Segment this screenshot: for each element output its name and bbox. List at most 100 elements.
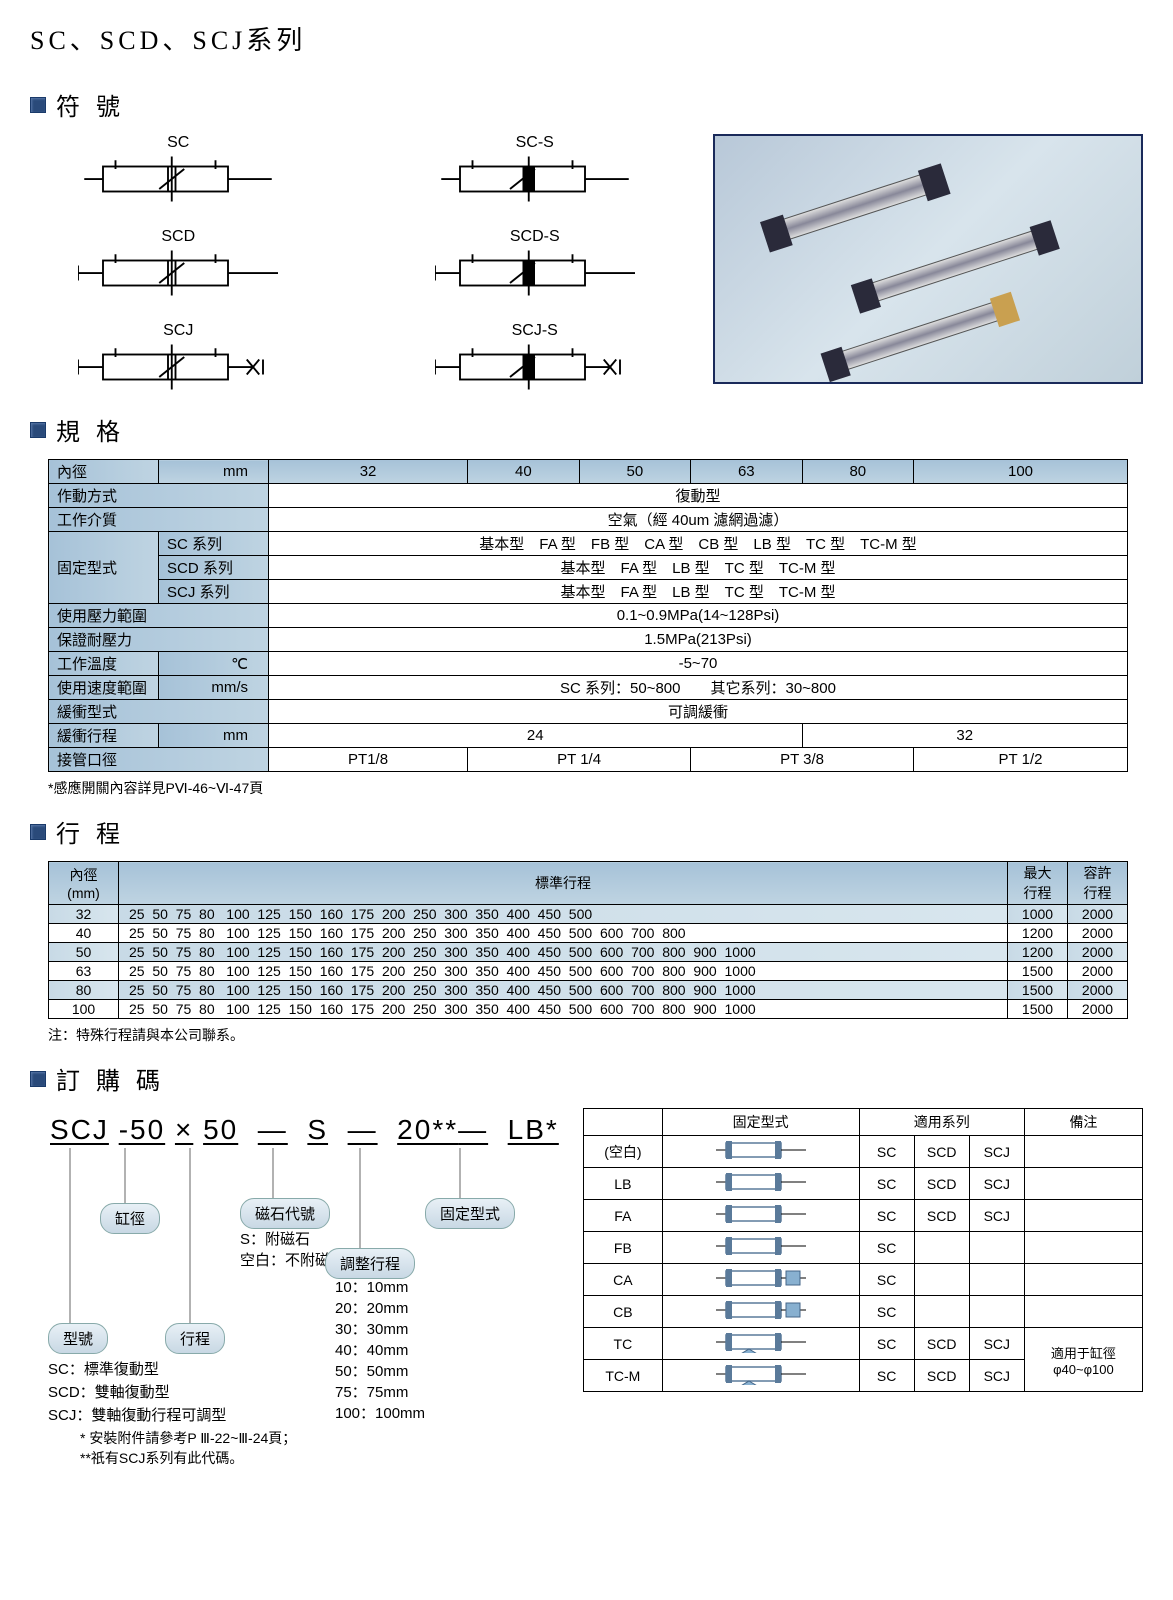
cell: SCD <box>914 1200 969 1232</box>
cell: SC <box>859 1136 914 1168</box>
cell: SC 系列：50~800 其它系列：30~800 <box>269 676 1128 700</box>
cell: SC <box>859 1168 914 1200</box>
mount-icon <box>711 1235 811 1257</box>
symbol-label: SCJ <box>30 322 327 340</box>
cell: LB <box>584 1168 663 1200</box>
cell: 25 50 75 80 100 125 150 160 175 200 250 … <box>119 943 1008 962</box>
cell: 25 50 75 80 100 125 150 160 175 200 250 … <box>119 924 1008 943</box>
note: 75：75mm <box>335 1381 425 1402</box>
pill-adjust: 調整行程 <box>325 1248 415 1279</box>
cell: 使用壓力範圍 <box>49 604 269 628</box>
symbol-label: SCD-S <box>387 228 684 246</box>
footnote: * 安裝附件請參考P Ⅲ-22~Ⅲ-24頁； <box>80 1428 296 1448</box>
pill-mount: 固定型式 <box>425 1198 515 1229</box>
cell <box>662 1360 859 1392</box>
cell: 空氣（經 40um 濾網過濾） <box>269 508 1128 532</box>
cell: 100 <box>49 1000 119 1019</box>
bullet-icon <box>30 422 46 438</box>
order-diagram: SCJ -50 × 50 — S — 20**— LB* 缸徑 磁石代號 固定型… <box>30 1108 563 1392</box>
cell: 32 <box>269 460 468 484</box>
cell: 基本型 FA 型 LB 型 TC 型 TC-M 型 <box>269 580 1128 604</box>
cell <box>969 1232 1024 1264</box>
cell <box>1024 1168 1142 1200</box>
cell <box>584 1109 663 1136</box>
cell: SCD <box>914 1136 969 1168</box>
cell <box>914 1264 969 1296</box>
cell: 緩衝行程 <box>49 724 159 748</box>
cell: 50 <box>579 460 690 484</box>
cell: 內徑 <box>49 460 159 484</box>
section-spec: 規格 <box>30 412 1143 447</box>
cell: 100 <box>914 460 1128 484</box>
cell: 80 <box>49 981 119 1000</box>
cell <box>969 1264 1024 1296</box>
cell: 固定型式 <box>662 1109 859 1136</box>
cell: 基本型 FA 型 LB 型 TC 型 TC-M 型 <box>269 556 1128 580</box>
mount-icon <box>711 1171 811 1193</box>
page-title: SC、SCD、SCJ系列 <box>30 20 1143 57</box>
cell: 1500 <box>1008 981 1068 1000</box>
cell <box>662 1296 859 1328</box>
cell: 復動型 <box>269 484 1128 508</box>
cell <box>662 1136 859 1168</box>
symbol-scd-icon <box>78 248 278 298</box>
cell: 可調緩衝 <box>269 700 1128 724</box>
cell: 2000 <box>1068 924 1128 943</box>
cell: SC <box>859 1360 914 1392</box>
cell: 最大 行程 <box>1008 862 1068 905</box>
mount-icon <box>711 1299 811 1321</box>
mount-icon <box>711 1139 811 1161</box>
section-title: 符號 <box>56 87 136 122</box>
cell: 25 50 75 80 100 125 150 160 175 200 250 … <box>119 981 1008 1000</box>
symbols-grid: SC SC-S SCD SCD-S SCJ SCJ-S <box>30 134 683 396</box>
cell: SCJ <box>969 1200 1024 1232</box>
cell: 1500 <box>1008 962 1068 981</box>
cell: 80 <box>802 460 913 484</box>
section-stroke: 行程 <box>30 814 1143 849</box>
symbol-label: SC <box>30 134 327 152</box>
symbol-label: SCD <box>30 228 327 246</box>
cell: 0.1~0.9MPa(14~128Psi) <box>269 604 1128 628</box>
mount-icon <box>711 1331 811 1353</box>
cell: 1200 <box>1008 924 1068 943</box>
note: 10：10mm <box>335 1276 425 1297</box>
cell: 使用速度範圍 <box>49 676 159 700</box>
cell: 工作介質 <box>49 508 269 532</box>
cell: SC <box>859 1200 914 1232</box>
cell: 25 50 75 80 100 125 150 160 175 200 250 … <box>119 1000 1008 1019</box>
cell: TC <box>584 1328 663 1360</box>
cell: SCD 系列 <box>159 556 269 580</box>
cell: 內徑 (mm) <box>49 862 119 905</box>
cell: 2000 <box>1068 905 1128 924</box>
footnote: **祇有SCJ系列有此代碼。 <box>80 1448 296 1468</box>
cell: 50 <box>49 943 119 962</box>
cell: PT 1/4 <box>468 748 691 772</box>
spec-footnote: *感應開關內容詳見PⅥ-46~Ⅵ-47頁 <box>48 778 1143 798</box>
cell: 40 <box>468 460 579 484</box>
order-code: SCJ -50 × 50 — S — 20**— LB* <box>50 1114 563 1146</box>
symbol-scjs-icon <box>435 342 635 392</box>
cell: SC 系列 <box>159 532 269 556</box>
pill-stroke: 行程 <box>165 1323 225 1354</box>
cell: 備注 <box>1024 1109 1142 1136</box>
cell: 63 <box>49 962 119 981</box>
cell: 1000 <box>1008 905 1068 924</box>
cell: 1500 <box>1008 1000 1068 1019</box>
symbol-scds-icon <box>435 248 635 298</box>
cell <box>914 1296 969 1328</box>
cell: FB <box>584 1232 663 1264</box>
stroke-table: 內徑 (mm)標準行程最大 行程容許 行程 3225 50 75 80 100 … <box>48 861 1128 1019</box>
cell: TC-M <box>584 1360 663 1392</box>
pill-bore: 缸徑 <box>100 1203 160 1234</box>
cell <box>914 1232 969 1264</box>
cell: 40 <box>49 924 119 943</box>
symbol-scj-icon <box>78 342 278 392</box>
cell <box>1024 1232 1142 1264</box>
cell: mm <box>159 724 269 748</box>
mount-icon <box>711 1363 811 1385</box>
cell: -5~70 <box>269 652 1128 676</box>
cell: SCD <box>914 1360 969 1392</box>
bullet-icon <box>30 97 46 113</box>
cell: 適用于缸徑 φ40~φ100 <box>1024 1328 1142 1392</box>
cell: (空白) <box>584 1136 663 1168</box>
